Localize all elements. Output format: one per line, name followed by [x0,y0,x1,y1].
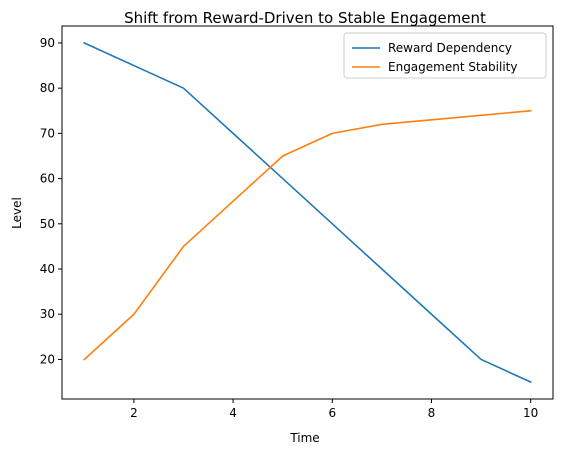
y-axis: 20 30 40 50 60 70 80 90 [40,36,62,366]
legend-box [343,32,547,79]
x-axis-label: Time [289,431,319,445]
y-tick-label: 50 [40,217,55,231]
y-tick-label: 90 [40,36,55,50]
y-tick-label: 60 [40,172,55,186]
legend-label: Engagement Stability [388,60,517,74]
chart-title: Shift from Reward-Driven to Stable Engag… [124,9,486,27]
y-tick-label: 40 [40,262,55,276]
plot-area [83,41,532,384]
y-tick-label: 30 [40,307,55,321]
series-line-2 [83,109,532,361]
legend: Reward Dependency Engagement Stability [343,32,547,79]
y-tick-label: 20 [40,352,55,366]
x-tick-label: 10 [523,406,538,420]
x-tick-label: 2 [130,406,138,420]
x-tick-label: 8 [428,406,436,420]
x-tick-label: 4 [229,406,237,420]
plot-frame [61,25,554,400]
y-axis-label: Level [10,197,24,229]
series-line-1 [83,41,532,384]
y-tick-label: 70 [40,126,55,140]
x-tick-label: 6 [328,406,336,420]
x-axis: 2 4 6 8 10 [130,399,538,420]
legend-label: Reward Dependency [388,41,512,55]
y-tick-label: 80 [40,81,55,95]
